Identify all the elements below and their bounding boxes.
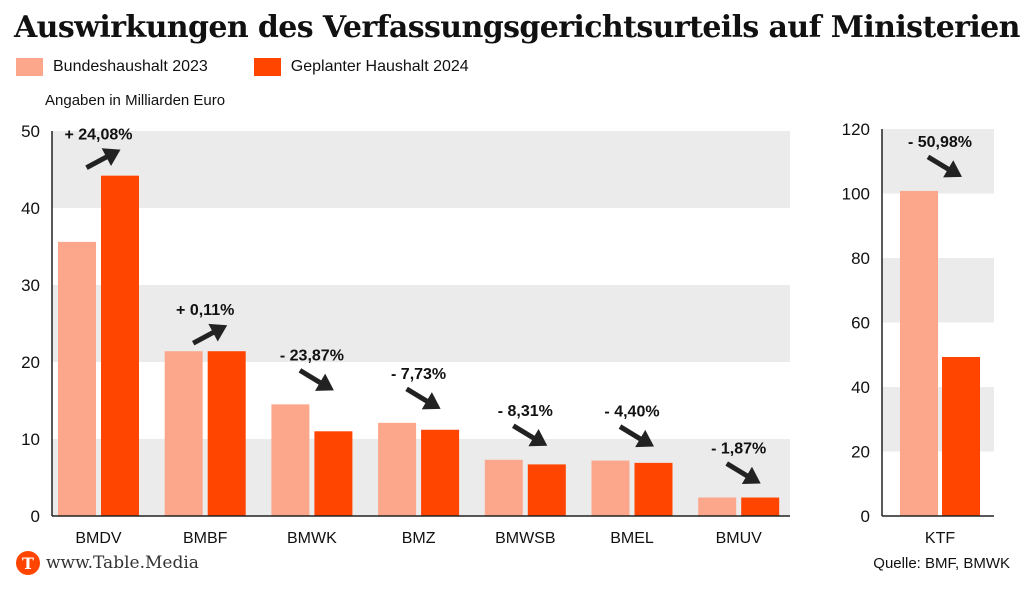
bar-bmdv-2023 [58, 241, 96, 516]
x-tick-label: BMUV [716, 530, 763, 547]
bar-bmbf-2023 [164, 351, 203, 516]
bar-bmwsb-2023 [484, 459, 523, 516]
y-tick-label: 0 [31, 507, 40, 526]
table-media-logo-icon: T [16, 551, 40, 575]
arrow-up-icon [101, 148, 121, 166]
bar-bmwk-2024 [314, 431, 353, 516]
y-tick-label: 120 [842, 120, 870, 139]
bar-bmdv-2024 [101, 175, 139, 516]
bar-bmz-2024 [421, 429, 460, 516]
change-percent-label: - 23,87% [280, 347, 344, 364]
bar-bmwk-2023 [271, 404, 310, 516]
arrow-down-icon [528, 429, 548, 447]
grid-band [52, 439, 790, 516]
y-tick-label: 0 [861, 507, 870, 526]
change-percent-label: - 4,40% [604, 404, 659, 421]
bar-bmbf-2024 [207, 351, 246, 516]
x-tick-label: BMBF [183, 530, 228, 547]
y-tick-label: 60 [851, 314, 870, 333]
legend-item-2023: Bundeshaushalt 2023 [16, 58, 208, 76]
bar-bmz-2023 [378, 422, 417, 516]
legend-swatch-2024 [253, 58, 281, 76]
brand-logo[interactable]: T www.Table.Media [16, 551, 199, 575]
x-tick-label: BMWSB [495, 530, 555, 547]
source-note: Quelle: BMF, BMWK [873, 555, 1010, 572]
arrow-down-icon [741, 466, 761, 485]
x-tick-label: KTF [925, 530, 955, 547]
y-tick-label: 20 [21, 353, 40, 372]
bar-bmuv-2024 [741, 497, 780, 516]
x-tick-label: BMWK [287, 530, 337, 547]
change-percent-label: - 7,73% [391, 366, 446, 383]
arrow-down-icon [315, 373, 334, 391]
bar-bmel-2023 [591, 460, 630, 516]
y-tick-label: 40 [851, 378, 870, 397]
y-tick-label: 20 [851, 443, 870, 462]
arrow-down-icon [635, 429, 654, 448]
legend-item-2024: Geplanter Haushalt 2024 [253, 58, 469, 76]
change-percent-label: + 0,11% [176, 302, 234, 319]
y-tick-label: 30 [21, 276, 40, 295]
legend: Bundeshaushalt 2023 Geplanter Haushalt 2… [16, 58, 515, 76]
grid-band [52, 285, 790, 362]
chart-title: Auswirkungen des Verfassungsgerichtsurte… [14, 10, 1020, 45]
site-url: www.Table.Media [46, 553, 199, 573]
arrow-down-icon [421, 392, 441, 410]
y-tick-label: 80 [851, 249, 870, 268]
change-percent-label: + 24,08% [64, 127, 132, 144]
x-tick-label: BMZ [402, 530, 436, 547]
bar-bmwsb-2024 [527, 464, 566, 516]
arrow-down-icon [943, 160, 962, 178]
x-tick-label: BMEL [610, 530, 654, 547]
y-tick-label: 40 [21, 199, 40, 218]
bar-ktf-2023 [900, 190, 938, 517]
legend-label-2024: Geplanter Haushalt 2024 [290, 58, 469, 75]
y-tick-label: 10 [21, 430, 40, 449]
change-percent-label: - 50,98% [908, 134, 972, 151]
legend-swatch-2023 [16, 58, 43, 76]
grid-band [52, 131, 790, 208]
bar-ktf-2024 [942, 357, 980, 516]
x-tick-label: BMDV [75, 530, 122, 547]
change-percent-label: - 1,87% [711, 441, 766, 458]
legend-label-2023: Bundeshaushalt 2023 [53, 58, 208, 75]
y-tick-label: 50 [21, 122, 40, 141]
unit-note: Angaben in Milliarden Euro [45, 92, 226, 109]
y-tick-label: 100 [842, 185, 870, 204]
bar-bmuv-2023 [698, 497, 737, 516]
bar-bmel-2024 [634, 462, 673, 516]
arrow-up-icon [208, 323, 228, 342]
change-percent-label: - 8,31% [498, 403, 553, 420]
